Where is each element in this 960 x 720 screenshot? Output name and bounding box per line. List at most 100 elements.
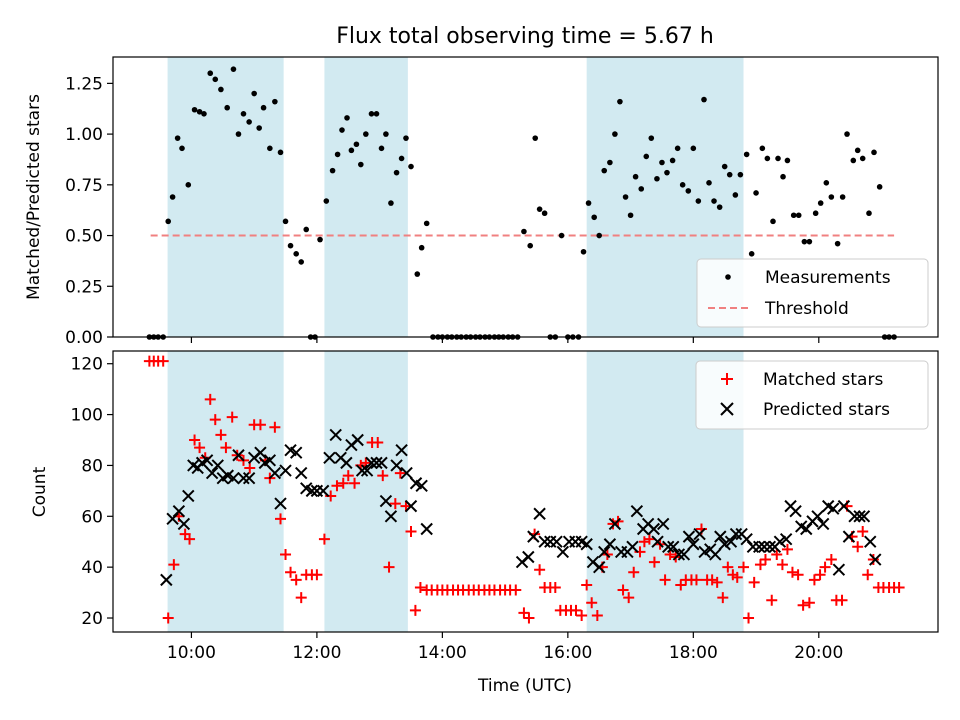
- predicted-point-75: [651, 535, 664, 548]
- measurement-point-124: [784, 157, 791, 164]
- legend-threshold-label: Threshold: [764, 299, 849, 319]
- matched-point-126: [819, 561, 831, 573]
- measurement-point-119: [759, 145, 766, 152]
- measurement-point-76: [532, 135, 539, 141]
- measurement-point-87: [591, 214, 597, 221]
- measurement-point-89: [601, 167, 608, 174]
- predicted-point-67: [608, 517, 622, 531]
- predicted-point-32: [329, 428, 342, 442]
- measurement-point-11: [201, 111, 207, 117]
- predicted-point-111: [842, 530, 856, 543]
- measurement-point-41: [358, 161, 364, 168]
- matched-point-88: [617, 584, 629, 596]
- measurement-point-19: [246, 119, 252, 125]
- matched-point-96: [659, 574, 671, 586]
- predicted-point-101: [789, 505, 802, 518]
- predicted-point-87: [714, 530, 727, 543]
- x-tick-label-0: 10:00: [167, 643, 216, 663]
- matched-point-10: [194, 442, 206, 454]
- counts-x-axis-label: Time (UTC): [477, 676, 572, 696]
- matched-point-8: [184, 533, 196, 545]
- measurement-point-24: [272, 98, 278, 105]
- predicted-point-116: [869, 553, 882, 566]
- predicted-point-89: [724, 535, 738, 548]
- measurement-point-23: [267, 145, 273, 152]
- matched-point-79: [570, 604, 582, 616]
- predicted-point-113: [853, 510, 866, 523]
- predicted-point-16: [242, 471, 256, 485]
- predicted-point-45: [395, 443, 408, 457]
- measurement-point-111: [716, 204, 723, 210]
- measurement-point-132: [828, 194, 835, 200]
- measurement-point-17: [235, 131, 242, 137]
- x-tick-label-1: 12:00: [292, 643, 341, 663]
- matched-point-116: [766, 594, 778, 606]
- measurement-point-91: [612, 131, 618, 137]
- measurement-point-4: [165, 218, 172, 225]
- measurement-point-33: [317, 236, 323, 243]
- predicted-point-50: [420, 522, 433, 536]
- predicted-point-36: [351, 433, 364, 447]
- measurement-point-21: [256, 125, 262, 131]
- measurement-point-137: [854, 147, 861, 154]
- predicted-point-10: [211, 459, 224, 472]
- ratio-y-axis-label: Matched/Predicted stars: [24, 94, 44, 300]
- y-tick-label-5: 120: [71, 355, 103, 375]
- matched-point-114: [754, 559, 766, 571]
- measurement-point-131: [823, 179, 830, 186]
- measurement-point-40: [353, 141, 360, 148]
- measurement-point-29: [298, 259, 305, 265]
- measurement-point-26: [282, 218, 289, 225]
- predicted-point-43: [384, 510, 398, 523]
- measurement-point-85: [580, 248, 587, 255]
- measurement-point-7: [179, 145, 185, 152]
- matched-point-13: [209, 414, 221, 426]
- measurement-point-53: [418, 244, 425, 251]
- matched-point-50: [414, 581, 426, 593]
- measurement-point-109: [706, 179, 712, 186]
- measurement-point-12: [207, 70, 214, 77]
- predicted-point-82: [687, 538, 700, 551]
- predicted-point-54: [533, 507, 546, 520]
- matched-point-94: [648, 556, 660, 568]
- legend-measurements-marker: [725, 274, 731, 280]
- measurement-point-86: [585, 200, 592, 206]
- matched-point-115: [759, 554, 771, 566]
- predicted-point-74: [647, 522, 661, 536]
- predicted-point-40: [370, 456, 383, 470]
- matched-point-81: [581, 579, 593, 591]
- matched-point-44: [383, 561, 395, 573]
- measurement-point-36: [334, 151, 341, 158]
- measurement-point-5: [169, 194, 176, 200]
- measurement-point-139: [866, 210, 872, 217]
- predicted-point-57: [550, 535, 563, 548]
- matched-point-38: [349, 477, 361, 489]
- predicted-point-62: [580, 538, 593, 551]
- predicted-point-13: [227, 471, 240, 485]
- legend-predicted-label: Predicted stars: [763, 400, 890, 420]
- predicted-point-64: [593, 560, 606, 574]
- measurement-point-42: [363, 131, 369, 137]
- measurement-point-22: [260, 104, 267, 111]
- predicted-point-78: [667, 540, 680, 554]
- measurement-point-49: [398, 155, 405, 162]
- predicted-point-46: [400, 466, 413, 480]
- shaded-region-0: [167, 351, 284, 632]
- measurement-point-52: [414, 271, 421, 277]
- predicted-point-26: [295, 466, 308, 480]
- ratio-legend: Measurements Threshold: [696, 258, 929, 328]
- measurement-point-123: [780, 173, 786, 180]
- predicted-point-49: [415, 479, 428, 492]
- predicted-point-108: [827, 502, 840, 515]
- y-tick-label-2: 60: [81, 507, 103, 527]
- legend-measurements-label: Measurements: [765, 268, 891, 288]
- counts-panel: 20 40 60 80 100 120 10:00 12:00 14:00 16:00 18:00…: [30, 350, 939, 696]
- predicted-point-52: [522, 550, 535, 564]
- matched-point-82: [586, 597, 598, 609]
- predicted-point-42: [379, 494, 393, 508]
- matched-point-125: [814, 569, 826, 581]
- measurement-point-74: [521, 228, 527, 235]
- matched-point-28: [290, 574, 302, 586]
- measurement-point-102: [669, 157, 676, 164]
- matched-point-92: [638, 536, 650, 548]
